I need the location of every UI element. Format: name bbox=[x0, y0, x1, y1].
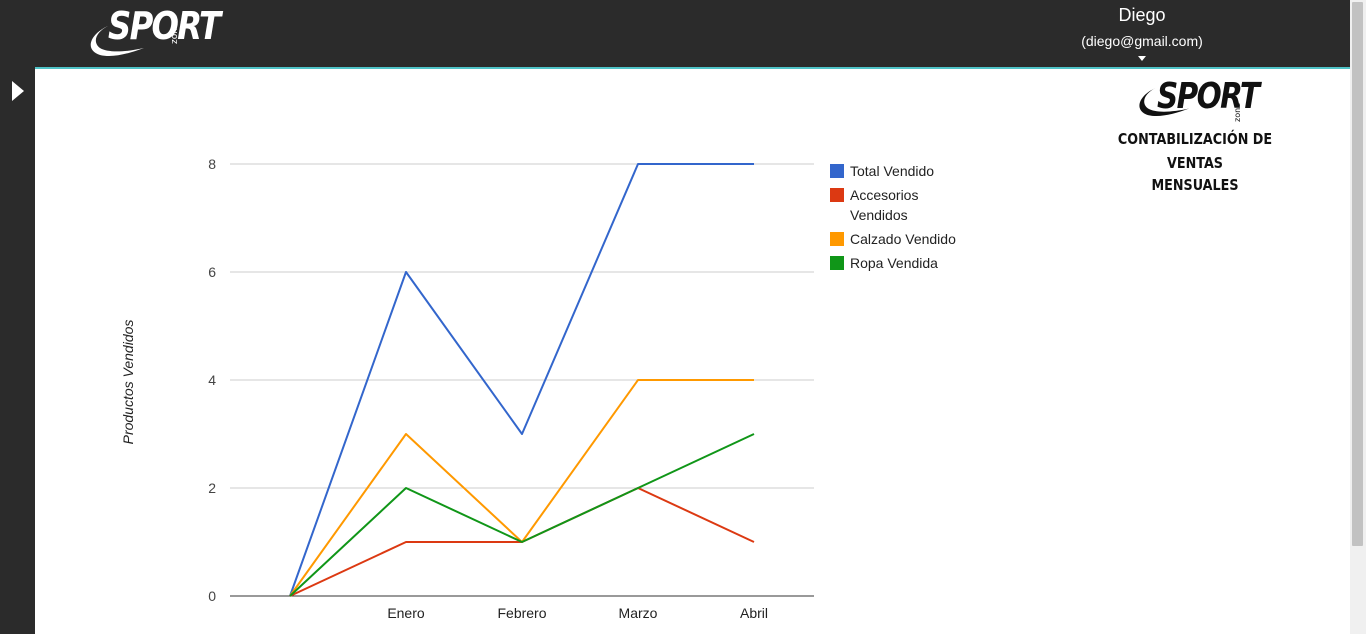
chart-x-ticks: Enero Febrero Marzo Abril bbox=[387, 605, 768, 621]
user-name: Diego bbox=[1118, 5, 1166, 25]
chart-y-ticks: 0 2 4 6 8 bbox=[208, 156, 216, 604]
scrollbar-thumb[interactable] bbox=[1352, 2, 1363, 546]
x-tick-label: Febrero bbox=[497, 605, 546, 621]
legend-label: Ropa Vendida bbox=[850, 255, 938, 271]
user-menu[interactable]: Diego (diego@gmail.com) bbox=[1040, 2, 1244, 61]
legend-swatch bbox=[830, 164, 844, 178]
legend-item: Accesorios Vendidos bbox=[830, 187, 918, 223]
y-tick-label: 4 bbox=[208, 372, 216, 388]
brand-logo-text: SPORT bbox=[1157, 76, 1260, 117]
legend-label: Total Vendido bbox=[850, 163, 934, 179]
sales-line-chart: 0 2 4 6 8 Enero Febrero Marzo Abril Productos V… bbox=[120, 156, 956, 621]
legend-swatch bbox=[830, 256, 844, 270]
logo-text: SPORT bbox=[108, 4, 221, 48]
brand-swoosh-icon bbox=[1139, 88, 1190, 117]
logo-subtext: zone bbox=[170, 22, 180, 44]
top-bar: SPORT zone Diego (diego@gmail.com) bbox=[0, 0, 1350, 67]
brand-logo-subtext: zone bbox=[1233, 102, 1242, 122]
y-axis-label: Productos Vendidos bbox=[120, 320, 136, 445]
legend-label: Accesorios bbox=[850, 187, 918, 203]
x-tick-label: Enero bbox=[387, 605, 425, 621]
legend-label: Vendidos bbox=[850, 207, 908, 223]
y-tick-label: 8 bbox=[208, 156, 216, 172]
legend-swatch bbox=[830, 188, 844, 202]
play-triangle-icon[interactable] bbox=[11, 80, 25, 102]
chart-series bbox=[289, 163, 755, 597]
legend-item: Ropa Vendida bbox=[830, 255, 938, 271]
series-line bbox=[289, 163, 754, 597]
y-tick-label: 2 bbox=[208, 480, 216, 496]
logo-swoosh-icon bbox=[90, 26, 144, 57]
report-title-line1: Contabilización de ventas bbox=[1117, 130, 1273, 172]
brand-header: SPORT zone Contabilización de ventas men… bbox=[1095, 76, 1295, 197]
legend-item: Calzado Vendido bbox=[830, 231, 956, 247]
report-title-line2: mensuales bbox=[1151, 176, 1239, 194]
sport-zone-logo[interactable]: SPORT zone bbox=[86, 4, 221, 57]
series-line bbox=[289, 433, 755, 597]
user-email: (diego@gmail.com) bbox=[1081, 33, 1203, 49]
x-tick-label: Marzo bbox=[619, 605, 658, 621]
y-tick-label: 0 bbox=[208, 588, 216, 604]
x-tick-label: Abril bbox=[740, 605, 768, 621]
y-tick-label: 6 bbox=[208, 264, 216, 280]
legend-swatch bbox=[830, 232, 844, 246]
legend-label: Calzado Vendido bbox=[850, 231, 956, 247]
caret-down-icon[interactable] bbox=[1138, 56, 1146, 61]
legend-item: Total Vendido bbox=[830, 163, 934, 179]
header-divider bbox=[35, 67, 1350, 69]
brand-logo: SPORT zone bbox=[1135, 76, 1260, 126]
chart-legend: Total Vendido Accesorios Vendidos Calzado V… bbox=[830, 163, 956, 271]
